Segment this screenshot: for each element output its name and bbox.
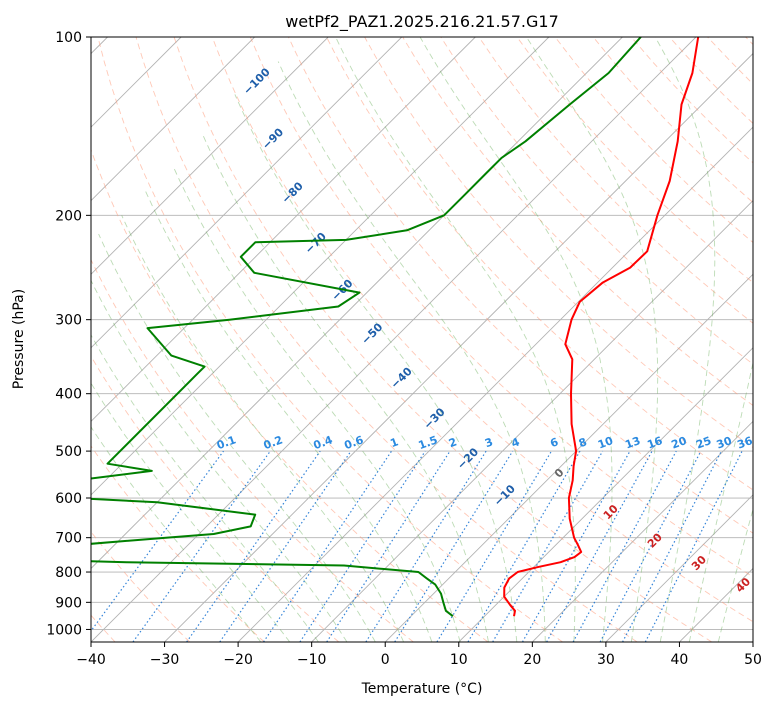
- x-tick-label: 20: [523, 652, 541, 668]
- mixing-ratio-label: 10: [596, 434, 615, 452]
- mixing-ratio-label: 25: [694, 434, 713, 451]
- mixing-ratio-line: [521, 450, 631, 642]
- isotherm-line: [91, 37, 329, 275]
- mixing-ratio-line: [186, 450, 321, 642]
- mixing-ratio-label: 1.5: [417, 433, 440, 452]
- moist-adiabat-line: [526, 37, 659, 642]
- moist-adiabat-line: [91, 279, 348, 642]
- dry-adiabat-line: [91, 355, 340, 642]
- isotherm-line: [237, 126, 753, 642]
- mixing-ratio-line: [436, 450, 552, 642]
- moist-adiabat-line: [717, 507, 753, 642]
- dry-adiabat-line: [211, 37, 753, 623]
- x-tick-label: −20: [223, 652, 253, 668]
- y-tick-label: 800: [55, 565, 82, 581]
- sounding-series: [91, 37, 700, 617]
- moist-adiabat-line: [91, 334, 319, 642]
- moist-adiabat-line: [172, 165, 461, 642]
- mixing-ratio-line: [365, 450, 487, 642]
- y-axis-label: Pressure (hPa): [11, 289, 27, 389]
- mixing-ratio-label: 30: [715, 434, 734, 452]
- isotherm-line: [605, 494, 753, 642]
- moist-adiabat-line: [201, 132, 489, 642]
- x-tick-label: 50: [744, 652, 762, 668]
- plot-frame: [90, 36, 754, 643]
- dry-adiabat-line: [249, 37, 753, 578]
- mixing-ratio-line: [572, 450, 677, 642]
- mixing-ratio-label: 36: [735, 434, 754, 452]
- dry-adiabat-line: [135, 37, 638, 642]
- moist-adiabat-line: [277, 61, 546, 642]
- y-tick-label: 900: [55, 595, 82, 611]
- dry-adiabat-line: [91, 258, 414, 642]
- isotherm-line: [91, 37, 255, 202]
- mixing-ratio-label: 16: [645, 434, 664, 452]
- mixing-ratio-label: 13: [623, 434, 642, 451]
- x-tick-label: −30: [150, 652, 180, 668]
- isotherm-line: [532, 420, 753, 642]
- isotherm-line: [91, 37, 476, 422]
- y-tick-label: 200: [55, 208, 82, 224]
- moist-adiabat-line: [91, 426, 262, 642]
- x-axis-label: Temperature (°C): [361, 681, 483, 697]
- moist-adiabat-line: [419, 37, 613, 642]
- dry-adiabat-line: [287, 37, 753, 534]
- x-tick-label: −10: [297, 652, 327, 668]
- chart-title: wetPf2_PAZ1.2025.216.21.57.G17: [285, 12, 559, 32]
- y-tick-label: 700: [55, 531, 82, 547]
- moist-adiabat-line: [98, 233, 376, 642]
- mixing-ratio-line: [492, 450, 604, 642]
- isotherm-line: [164, 52, 753, 642]
- dewpoint-line: [91, 37, 642, 617]
- dry-adiabat-line: [173, 37, 713, 642]
- mixing-ratio-label: 6: [548, 435, 560, 450]
- x-tick-label: −40: [76, 652, 106, 668]
- mixing-ratio-label: 0.2: [262, 433, 285, 452]
- x-tick-label: 10: [450, 652, 468, 668]
- y-tick-label: 400: [55, 387, 82, 403]
- isotherm-line: [384, 273, 753, 642]
- y-tick-label: 600: [55, 491, 82, 507]
- mixing-ratio-line: [219, 450, 352, 642]
- x-tick-label: 30: [597, 652, 615, 668]
- moist-adiabat-line: [654, 37, 716, 642]
- background-lines: [91, 37, 753, 642]
- mixing-ratio-label: 4: [510, 435, 522, 450]
- isotherm-line: [91, 37, 403, 349]
- moist-adiabat-line: [143, 188, 433, 642]
- x-tick-label: 40: [671, 652, 689, 668]
- mixing-ratio-line: [467, 450, 581, 642]
- y-tick-label: 100: [55, 30, 82, 46]
- isotherm-line: [91, 37, 697, 642]
- isotherm-line: [91, 37, 550, 496]
- y-tick-label: 1000: [46, 622, 82, 638]
- mixing-ratio-line: [326, 450, 451, 642]
- mixing-ratio-label: 8: [577, 435, 589, 450]
- y-tick-label: 500: [55, 444, 82, 460]
- moist-adiabat-line: [121, 215, 405, 642]
- y-tick-label: 300: [55, 313, 82, 329]
- mixing-ratio-line: [394, 450, 514, 642]
- mixing-ratio-label: 2: [447, 435, 459, 450]
- mixing-ratio-label: 20: [670, 434, 689, 452]
- axis-ticks: −40 −30 −20 −10 0 10 20 30 40 5010020030040050060…: [46, 30, 762, 668]
- dry-adiabat-line: [91, 445, 265, 642]
- mixing-ratio-label: 0.1: [215, 433, 238, 452]
- isotherm-line: [458, 347, 753, 642]
- mixing-ratio-label: 0.6: [342, 433, 365, 452]
- mixing-ratio-label: 0.4: [312, 433, 335, 452]
- x-tick-label: 0: [381, 652, 390, 668]
- moist-adiabat-line: [688, 360, 753, 642]
- moist-adiabat-line: [234, 94, 518, 642]
- mixing-ratio-label: 1: [389, 435, 401, 450]
- dry-adiabat-line: [97, 37, 563, 642]
- mixing-ratio-label: 3: [483, 435, 495, 450]
- temperature-line: [503, 37, 700, 617]
- mixing-ratio-line: [546, 450, 653, 642]
- moist-adiabat-line: [91, 382, 291, 642]
- dry-adiabat-line: [326, 37, 753, 491]
